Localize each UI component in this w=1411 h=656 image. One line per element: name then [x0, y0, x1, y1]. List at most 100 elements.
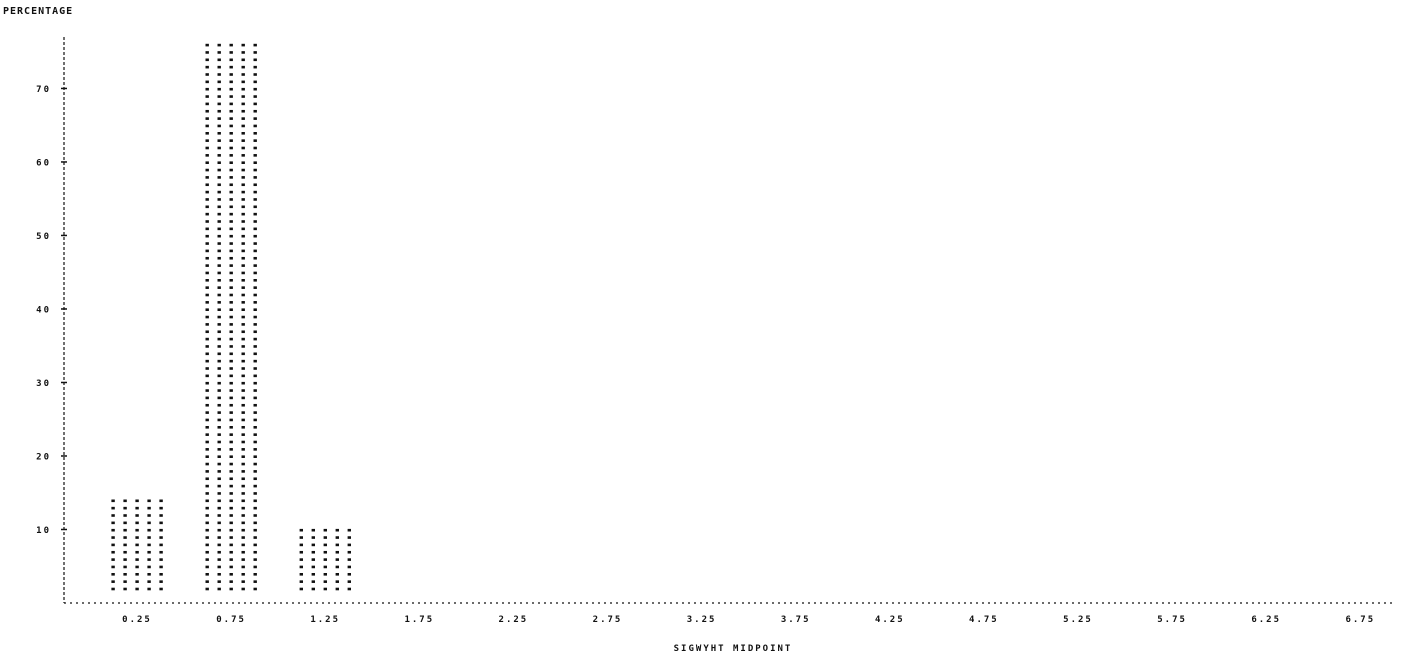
bar-symbol	[217, 139, 221, 142]
bar-symbol	[229, 558, 233, 561]
bar-symbol	[111, 536, 115, 539]
bar-symbol	[253, 183, 257, 187]
bar-symbol	[229, 580, 233, 583]
bar-symbol	[229, 477, 233, 481]
bar-symbol	[217, 558, 221, 561]
bar-symbol	[205, 345, 209, 348]
bar-symbol	[111, 550, 115, 554]
bar-symbol	[217, 565, 221, 569]
bar-symbol	[205, 256, 209, 260]
bar-symbol	[253, 381, 257, 385]
bar-symbol	[217, 359, 221, 363]
bar-symbol	[229, 440, 233, 444]
bar-symbol	[217, 198, 221, 201]
bar-symbol	[229, 87, 233, 91]
bar-symbol	[241, 396, 245, 400]
bar-symbol	[159, 521, 163, 525]
bar-symbol	[205, 536, 209, 539]
bar-symbol	[253, 154, 257, 157]
bar-symbol	[347, 580, 351, 583]
bar-symbol	[217, 161, 221, 164]
bar-symbol	[229, 367, 233, 370]
bar-symbol	[229, 51, 233, 54]
bar-symbol	[217, 190, 221, 194]
bar-symbol	[229, 330, 233, 334]
bar-symbol	[159, 528, 163, 532]
bar-symbol	[347, 550, 351, 554]
bar-symbol	[323, 580, 327, 583]
bar-symbol	[229, 234, 233, 238]
bar-symbol	[241, 440, 245, 444]
bar-symbol	[111, 521, 115, 525]
bar-symbol	[253, 558, 257, 561]
bar-symbol	[217, 411, 221, 414]
bar-symbol	[253, 506, 257, 510]
bar-symbol	[217, 117, 221, 120]
bar	[299, 528, 351, 591]
bar-symbol	[205, 359, 209, 363]
bar-symbol	[335, 536, 339, 539]
bar-symbol	[205, 73, 209, 76]
bar-symbol	[299, 550, 303, 554]
bar-symbol	[205, 565, 209, 569]
bar-symbol	[253, 109, 257, 113]
bar-symbol	[253, 565, 257, 569]
bar-symbol	[241, 411, 245, 414]
bar-symbol	[253, 242, 257, 245]
bar-symbol	[159, 580, 163, 583]
bar-symbol	[123, 573, 127, 576]
bar-symbol	[229, 381, 233, 385]
bar-symbol	[147, 543, 151, 547]
bar-symbol	[229, 198, 233, 201]
bar-symbol	[241, 139, 245, 142]
bar-symbol	[253, 477, 257, 481]
bar-symbol	[241, 73, 245, 76]
bar-symbol	[217, 183, 221, 187]
bar-symbol	[241, 426, 245, 429]
bar-symbol	[229, 396, 233, 400]
bar-symbol	[253, 43, 257, 47]
bar-symbol	[311, 580, 315, 583]
bar-symbol	[299, 543, 303, 547]
bar-symbol	[229, 565, 233, 569]
bar-symbol	[299, 528, 303, 532]
bar-symbol	[229, 264, 233, 267]
bar-symbol	[241, 58, 245, 62]
bar-symbol	[205, 161, 209, 164]
bar-symbol	[205, 205, 209, 209]
bar-symbol	[123, 543, 127, 547]
y-tick-label: 60	[36, 158, 51, 168]
y-tick-label: 30	[36, 379, 51, 389]
bar-symbol	[241, 161, 245, 164]
bar-symbol	[311, 587, 315, 591]
bar-symbol	[241, 279, 245, 282]
bar-symbol	[229, 543, 233, 547]
bar-symbol	[159, 506, 163, 510]
bar-symbol	[217, 389, 221, 392]
bar-symbol	[229, 80, 233, 84]
bar-symbol	[217, 433, 221, 436]
bar-symbol	[241, 337, 245, 341]
bar-symbol	[253, 440, 257, 444]
bar-symbol	[217, 330, 221, 334]
bar-symbol	[135, 543, 139, 547]
bar-symbol	[229, 374, 233, 378]
bar-symbol	[253, 418, 257, 422]
bar-symbol	[241, 550, 245, 554]
bar-symbol	[205, 374, 209, 378]
bar-symbol	[335, 528, 339, 532]
bar-symbol	[253, 117, 257, 120]
bar-symbol	[229, 506, 233, 510]
bar-symbol	[335, 558, 339, 561]
bar-symbol	[229, 154, 233, 157]
bar-symbol	[253, 426, 257, 429]
bar-symbol	[135, 573, 139, 576]
bar-symbol	[253, 205, 257, 209]
bar-symbol	[217, 499, 221, 503]
bar-symbol	[147, 506, 151, 510]
bar-symbol	[217, 286, 221, 289]
bar-symbol	[253, 462, 257, 466]
bar-symbol	[229, 359, 233, 363]
bar-symbol	[135, 550, 139, 554]
bar-symbol	[123, 499, 127, 503]
